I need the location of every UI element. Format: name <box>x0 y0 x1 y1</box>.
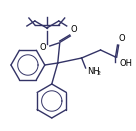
Text: OH: OH <box>119 59 132 69</box>
Text: O: O <box>39 43 46 53</box>
Text: O: O <box>118 34 125 43</box>
Text: O: O <box>71 25 77 34</box>
Text: 2: 2 <box>96 71 100 76</box>
Text: NH: NH <box>88 67 100 77</box>
